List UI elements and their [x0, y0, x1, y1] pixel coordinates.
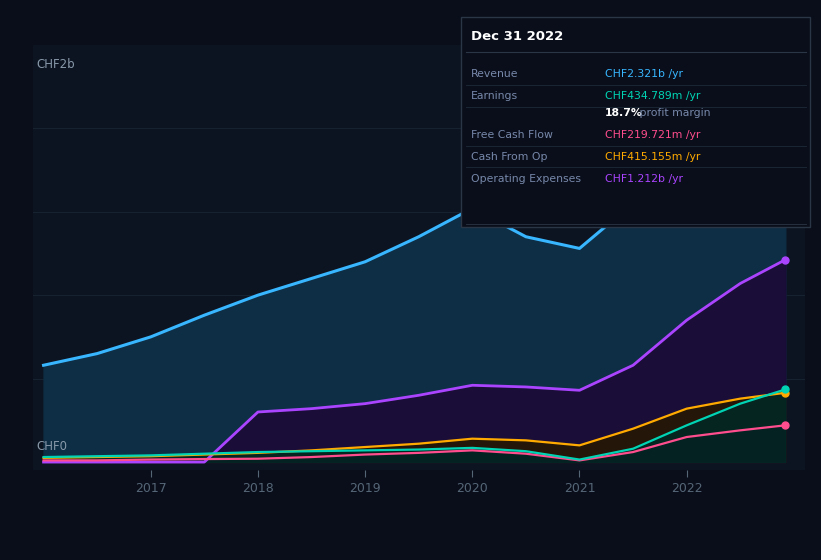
Text: CHF0: CHF0 — [37, 440, 67, 454]
Text: Cash From Op: Cash From Op — [471, 152, 548, 162]
Text: CHF1.212b /yr: CHF1.212b /yr — [605, 174, 683, 184]
Text: CHF2b: CHF2b — [37, 58, 76, 71]
Text: CHF434.789m /yr: CHF434.789m /yr — [605, 91, 700, 101]
Text: CHF2.321b /yr: CHF2.321b /yr — [605, 69, 683, 80]
Text: Dec 31 2022: Dec 31 2022 — [471, 30, 563, 43]
Text: Earnings: Earnings — [471, 91, 518, 101]
Text: CHF219.721m /yr: CHF219.721m /yr — [605, 130, 700, 140]
Text: Free Cash Flow: Free Cash Flow — [471, 130, 553, 140]
Text: profit margin: profit margin — [636, 108, 711, 118]
Text: CHF415.155m /yr: CHF415.155m /yr — [605, 152, 700, 162]
Text: Revenue: Revenue — [471, 69, 519, 80]
Text: Operating Expenses: Operating Expenses — [471, 174, 581, 184]
Text: 18.7%: 18.7% — [605, 108, 643, 118]
